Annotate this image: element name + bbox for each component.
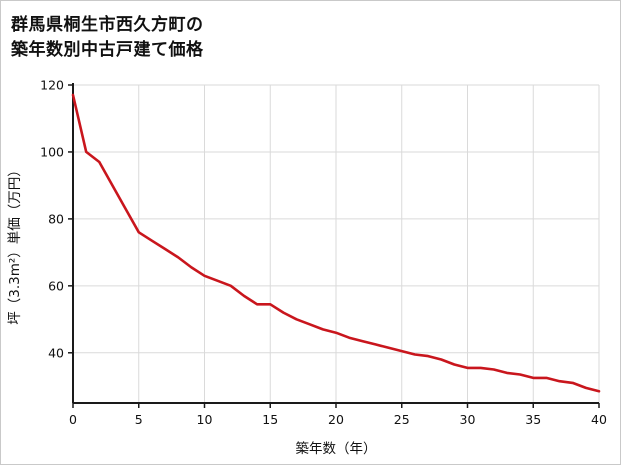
x-tick-label: 40: [591, 412, 607, 427]
x-tick-label: 15: [262, 412, 278, 427]
chart-title-line-1: 群馬県桐生市西久方町の: [11, 15, 204, 35]
x-tick-label: 20: [328, 412, 344, 427]
line-chart: 40 60 80 100 120 0 5 10 15 20 25 30 35 40 築年数（年） 坪（3.…: [7, 78, 607, 458]
chart-title-line-2: 築年数別中古戸建て価格: [11, 39, 204, 60]
chart-title: 群馬県桐生市西久方町の 築年数別中古戸建て価格: [1, 1, 620, 62]
x-axis-label: 築年数（年）: [296, 441, 377, 457]
y-tick-label: 120: [40, 78, 64, 93]
y-axis-label: 坪（3.3m²）単価（万円）: [7, 163, 23, 325]
y-tick-label: 40: [48, 345, 64, 360]
price-line: [71, 93, 601, 393]
x-tick-label: 10: [197, 412, 213, 427]
x-tick-label: 5: [135, 412, 143, 427]
chart-area: 40 60 80 100 120 0 5 10 15 20 25 30 35 40 築年数（年） 坪（3.…: [1, 73, 620, 464]
axes: [68, 83, 600, 408]
y-tick-label: 100: [40, 144, 64, 159]
y-tick-label: 60: [48, 278, 64, 293]
x-tick-label: 30: [460, 412, 476, 427]
gridlines: [73, 84, 600, 403]
price-series: [71, 93, 601, 393]
x-tick-label: 35: [525, 412, 541, 427]
x-tick-label: 0: [69, 412, 77, 427]
y-tick-label: 80: [48, 211, 64, 226]
x-tick-label: 25: [394, 412, 410, 427]
tick-labels: 40 60 80 100 120 0 5 10 15 20 25 30 35 40: [40, 78, 607, 428]
